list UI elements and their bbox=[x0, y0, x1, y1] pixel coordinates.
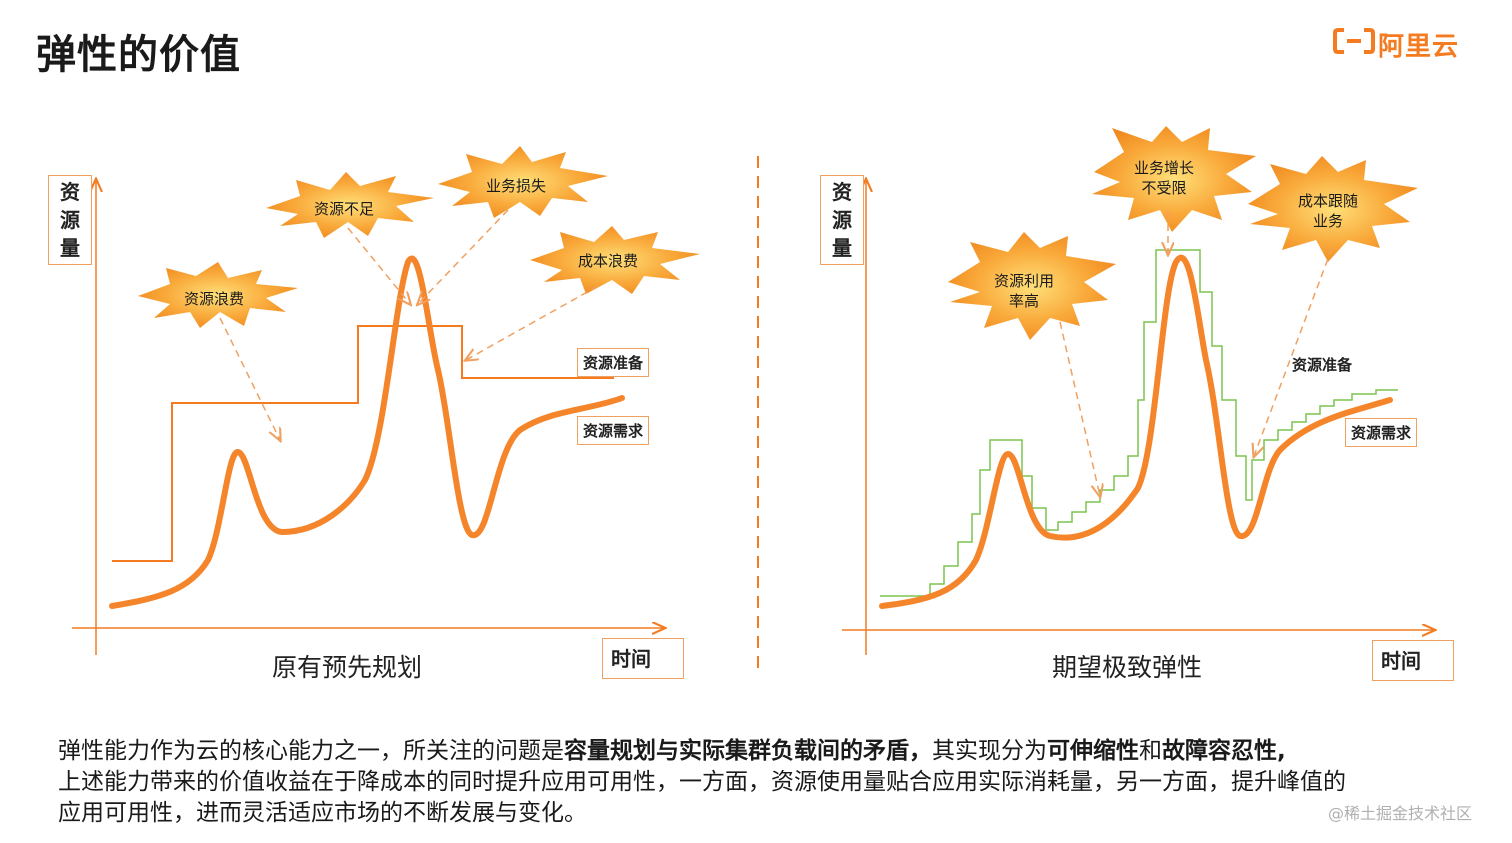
desc-bold-fault-tolerance: 故障容忍性, bbox=[1162, 738, 1286, 764]
right-prepare-line bbox=[880, 249, 1398, 597]
burst-shortage-text: 资源不足 bbox=[314, 200, 375, 218]
burst-utilization-line1: 资源利用 bbox=[994, 272, 1055, 290]
left-chart bbox=[72, 146, 700, 655]
left-y-axis-char: 量 bbox=[60, 236, 80, 260]
burst-utilization bbox=[948, 232, 1116, 340]
arrow-loss bbox=[418, 209, 509, 304]
description-line-1: 弹性能力作为云的核心能力之一，所关注的问题是容量规划与实际集群负载间的矛盾，其实… bbox=[58, 736, 1498, 767]
burst-loss-text: 业务损失 bbox=[486, 177, 547, 195]
arrow-waste-2 bbox=[466, 285, 599, 360]
right-x-axis-label: 时间 bbox=[1372, 640, 1454, 681]
left-x-axis-label: 时间 bbox=[602, 638, 684, 679]
description-line-2: 上述能力带来的价值收益在于降成本的同时提升应用可用性，一方面，资源使用量贴合应用… bbox=[58, 769, 1346, 795]
description-line-3: 应用可用性，进而灵活适应市场的不断发展与变化。 bbox=[58, 800, 587, 826]
right-demand-curve bbox=[879, 254, 1393, 609]
aliyun-logo: 阿里云 bbox=[1332, 24, 1462, 62]
right-demand-label: 资源需求 bbox=[1345, 418, 1418, 447]
left-demand-label: 资源需求 bbox=[577, 416, 650, 445]
right-y-axis-char: 源 bbox=[832, 208, 852, 232]
watermark: @稀土掘金技术社区 bbox=[1328, 804, 1473, 823]
burst-waste-1-text: 资源浪费 bbox=[184, 290, 245, 308]
burst-growth bbox=[1092, 126, 1256, 232]
right-y-axis-char: 资 bbox=[832, 180, 852, 204]
burst-waste-1 bbox=[138, 262, 298, 328]
right-y-axis-char: 量 bbox=[832, 236, 852, 260]
arrow-shortage bbox=[347, 227, 410, 304]
left-y-axis-label: 资 源 量 bbox=[48, 175, 92, 265]
right-prepare-label: 资源准备 bbox=[1292, 356, 1353, 374]
burst-growth-line2: 不受限 bbox=[1141, 179, 1187, 197]
left-prepare-label: 资源准备 bbox=[577, 348, 650, 377]
left-y-axis-char: 源 bbox=[60, 208, 80, 232]
desc-bold-contradiction: 容量规划与实际集群负载间的矛盾， bbox=[564, 738, 932, 764]
desc-plain: 和 bbox=[1139, 738, 1162, 764]
burst-cost-line2: 业务 bbox=[1313, 212, 1344, 230]
aliyun-logo-icon bbox=[1333, 28, 1375, 54]
page-title: 弹性的价值 bbox=[36, 32, 241, 78]
burst-utilization-line2: 率高 bbox=[1009, 292, 1040, 310]
burst-waste-2 bbox=[530, 226, 700, 294]
arrow-cost bbox=[1254, 247, 1333, 456]
desc-bold-scalability: 可伸缩性 bbox=[1047, 738, 1139, 764]
desc-plain: 弹性能力作为云的核心能力之一，所关注的问题是 bbox=[58, 738, 564, 764]
desc-plain: 其实现分为 bbox=[932, 738, 1047, 764]
right-chart bbox=[842, 126, 1434, 655]
left-prepare-line bbox=[112, 325, 614, 562]
left-demand-curve bbox=[109, 255, 625, 609]
burst-growth-line1: 业务增长 bbox=[1134, 159, 1195, 177]
arrow-utilization bbox=[1059, 321, 1100, 496]
arrow-waste-1 bbox=[219, 317, 280, 440]
burst-utilization-text: 资源利用 率高 bbox=[994, 271, 1054, 311]
left-caption: 原有预先规划 bbox=[272, 653, 423, 682]
right-caption: 期望极致弹性 bbox=[1052, 653, 1203, 682]
burst-cost bbox=[1248, 156, 1418, 262]
right-y-axis-label: 资 源 量 bbox=[820, 175, 864, 265]
logo-text: 阿里云 bbox=[1378, 32, 1460, 62]
description-text: 弹性能力作为云的核心能力之一，所关注的问题是容量规划与实际集群负载间的矛盾，其实… bbox=[58, 736, 1498, 829]
burst-cost-text: 成本跟随 业务 bbox=[1298, 191, 1358, 231]
left-y-axis-char: 资 bbox=[60, 180, 80, 204]
burst-shortage bbox=[266, 172, 434, 238]
burst-loss bbox=[438, 146, 608, 218]
burst-cost-line1: 成本跟随 bbox=[1298, 192, 1359, 210]
burst-growth-text: 业务增长 不受限 bbox=[1134, 158, 1194, 198]
burst-waste-2-text: 成本浪费 bbox=[578, 252, 639, 270]
